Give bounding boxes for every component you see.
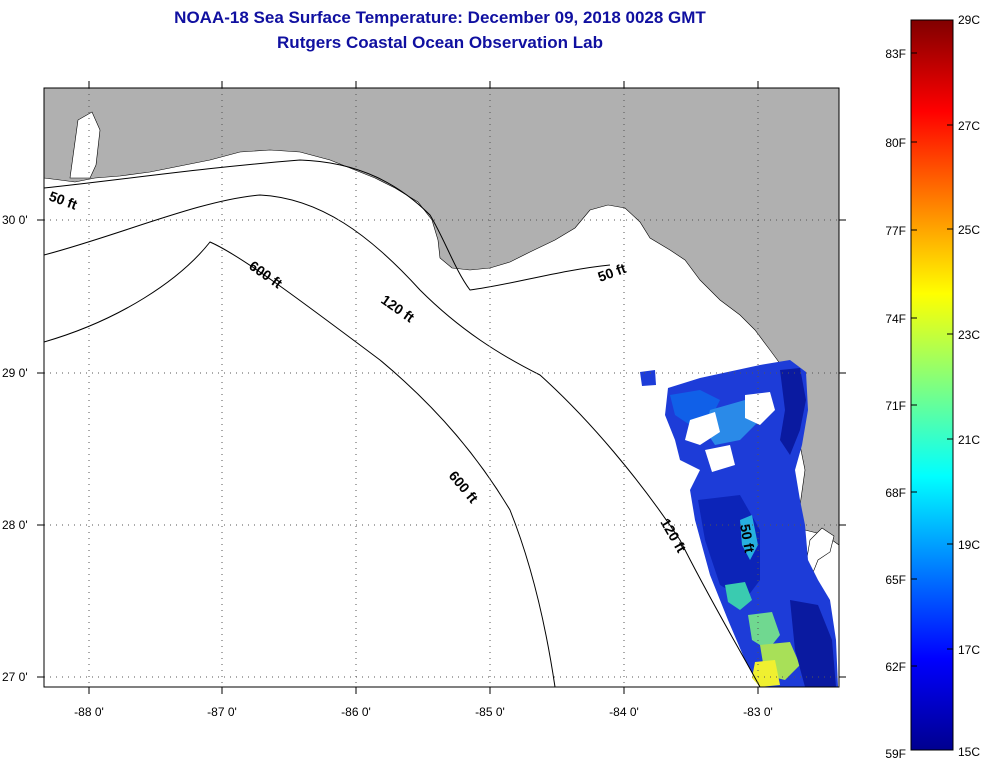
lat-label: 27 0': [2, 670, 28, 684]
lat-label: 28 0': [2, 518, 28, 532]
colorbar-f-label: 62F: [885, 660, 906, 674]
contour-120ft: [44, 194, 761, 687]
bathymetry-contours: [44, 159, 761, 687]
colorbar-c-label: 25C: [958, 223, 980, 237]
colorbar-c-label: 29C: [958, 13, 980, 27]
colorbar-f-label: 74F: [885, 312, 906, 326]
contour-600ft: [44, 241, 556, 687]
contour-label: 50 ft: [737, 523, 758, 554]
colorbar-c-label: 17C: [958, 643, 980, 657]
colorbar-c-label: 15C: [958, 745, 980, 759]
lon-label: -88 0': [74, 705, 104, 719]
map-title: NOAA-18 Sea Surface Temperature: Decembe…: [174, 8, 706, 27]
sst-data: [640, 360, 838, 687]
colorbar-f-label: 83F: [885, 47, 906, 61]
lon-label: -85 0': [475, 705, 505, 719]
lat-label: 29 0': [2, 366, 28, 380]
colorbar-f-label: 59F: [885, 747, 906, 761]
colorbar-c-label: 19C: [958, 538, 980, 552]
map-frame: [43, 87, 840, 688]
lat-label: 30 0': [2, 213, 28, 227]
lon-label: -83 0': [743, 705, 773, 719]
colorbar-f-label: 68F: [885, 486, 906, 500]
colorbar-c-label: 27C: [958, 119, 980, 133]
lon-label: -84 0': [609, 705, 639, 719]
colorbar-f-label: 65F: [885, 573, 906, 587]
colorbar: [910, 19, 954, 751]
lon-label: -87 0': [207, 705, 237, 719]
colorbar-f-label: 80F: [885, 136, 906, 150]
colorbar-c-label: 21C: [958, 433, 980, 447]
colorbar-f-label: 77F: [885, 224, 906, 238]
axis-ticks: [37, 81, 846, 694]
map-subtitle: Rutgers Coastal Ocean Observation Lab: [277, 33, 603, 52]
contour-50ft-west: [44, 159, 611, 291]
colorbar-ticks: [911, 19, 953, 667]
lon-label: -86 0': [341, 705, 371, 719]
colorbar-c-label: 23C: [958, 328, 980, 342]
colorbar-f-label: 71F: [885, 399, 906, 413]
bay-inlet: [69, 111, 101, 179]
graticule: [44, 88, 839, 687]
